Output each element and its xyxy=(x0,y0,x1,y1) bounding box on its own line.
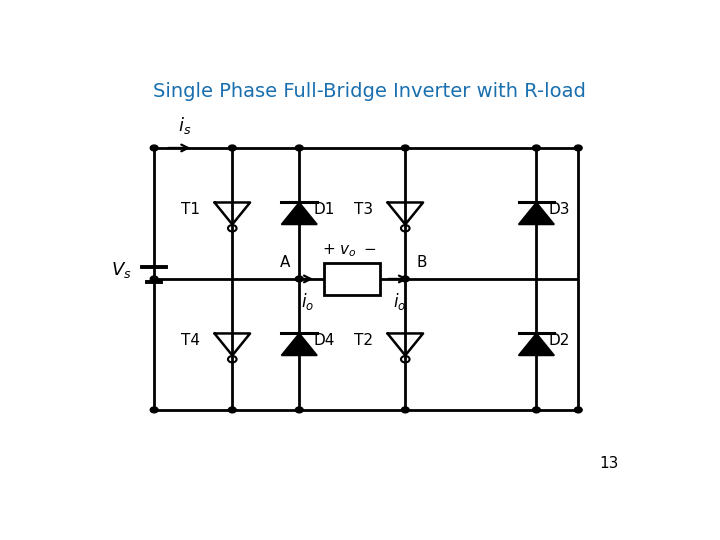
Text: D1: D1 xyxy=(313,202,335,217)
Circle shape xyxy=(575,145,582,151)
Text: $i_o$: $i_o$ xyxy=(393,291,406,312)
Text: $V_s$: $V_s$ xyxy=(112,260,132,280)
Text: T3: T3 xyxy=(354,202,373,217)
Circle shape xyxy=(401,145,409,151)
Circle shape xyxy=(228,407,236,413)
Circle shape xyxy=(401,407,409,413)
Circle shape xyxy=(533,145,540,151)
Polygon shape xyxy=(518,333,554,355)
Circle shape xyxy=(533,407,540,413)
Circle shape xyxy=(295,276,303,282)
Text: $+\ v_o\ -$: $+\ v_o\ -$ xyxy=(322,242,377,259)
Text: 13: 13 xyxy=(599,456,618,471)
Circle shape xyxy=(150,276,158,282)
Text: Single Phase Full-Bridge Inverter with R-load: Single Phase Full-Bridge Inverter with R… xyxy=(153,82,585,102)
Text: $i_s$: $i_s$ xyxy=(179,114,192,136)
Text: T4: T4 xyxy=(181,333,200,348)
Text: D3: D3 xyxy=(549,202,570,217)
Text: T1: T1 xyxy=(181,202,200,217)
Circle shape xyxy=(228,145,236,151)
Text: T2: T2 xyxy=(354,333,373,348)
Text: B: B xyxy=(417,255,427,270)
Text: A: A xyxy=(280,255,290,270)
Circle shape xyxy=(295,407,303,413)
Circle shape xyxy=(401,276,409,282)
Circle shape xyxy=(150,145,158,151)
Text: D2: D2 xyxy=(549,333,570,348)
Polygon shape xyxy=(282,333,317,355)
Polygon shape xyxy=(518,202,554,225)
Circle shape xyxy=(150,407,158,413)
Circle shape xyxy=(295,145,303,151)
Text: D4: D4 xyxy=(313,333,335,348)
Bar xyxy=(324,264,380,294)
Circle shape xyxy=(575,407,582,413)
Text: $i_o$: $i_o$ xyxy=(301,291,314,312)
Polygon shape xyxy=(282,202,317,225)
